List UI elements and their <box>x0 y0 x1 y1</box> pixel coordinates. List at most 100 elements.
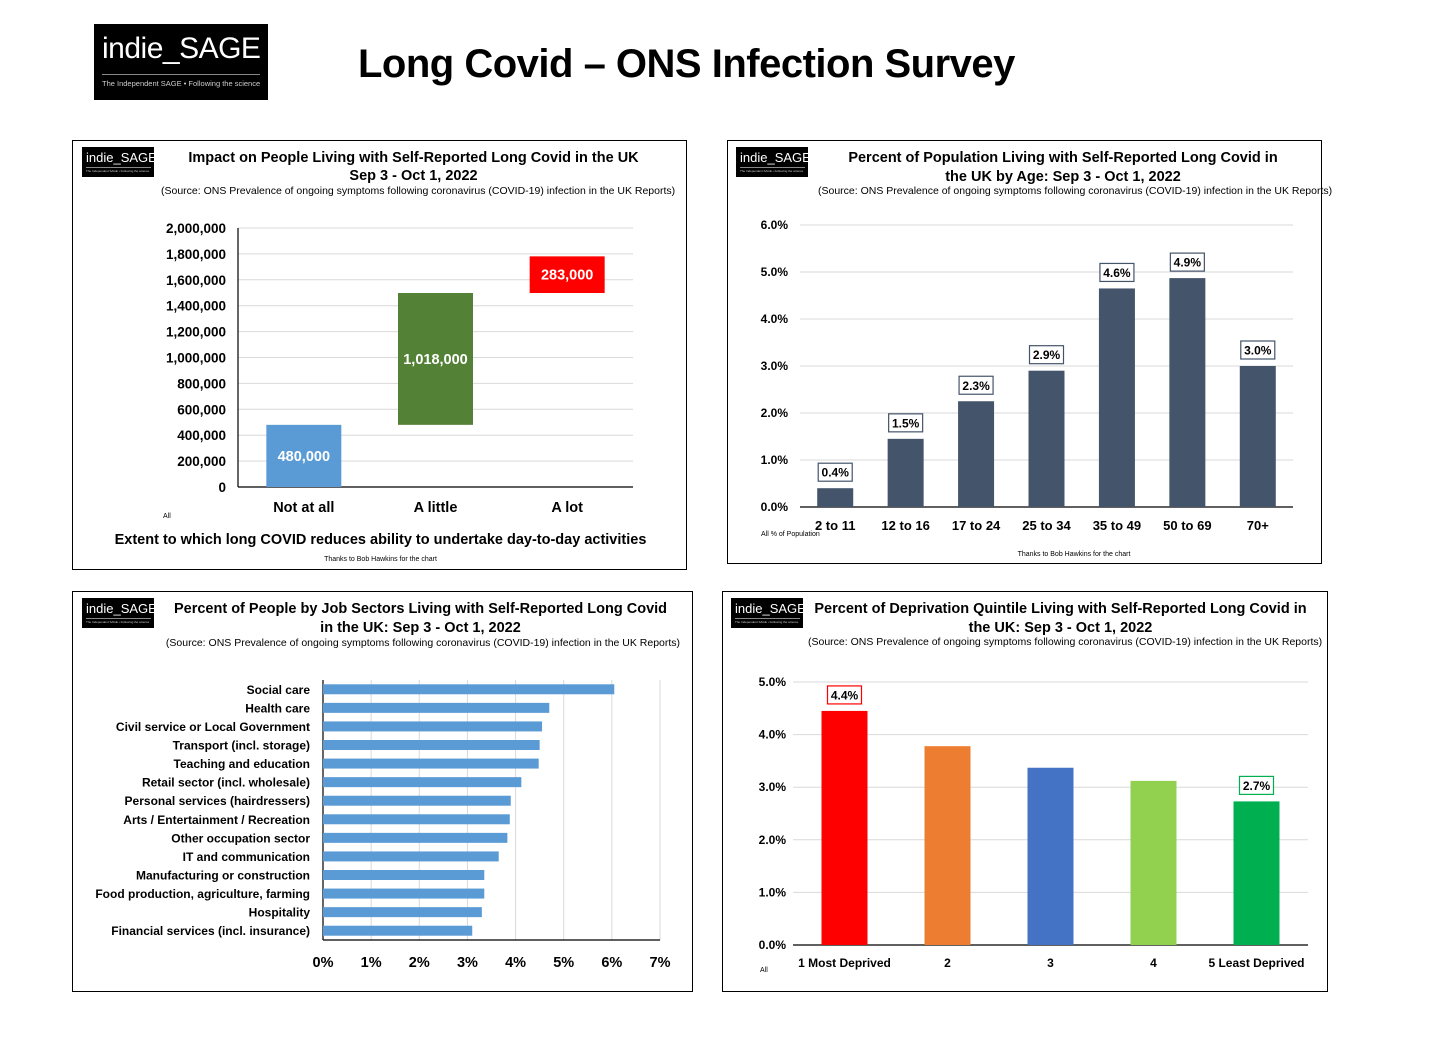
y-tick-label: 3.0% <box>761 359 789 373</box>
x-tick-label: 17 to 24 <box>952 518 1001 533</box>
logo-divider <box>86 167 151 168</box>
y-tick-label: 1,800,000 <box>166 247 226 262</box>
bar-it-and-communication <box>323 851 499 862</box>
x-tick-label: A little <box>414 500 458 516</box>
x-tick-label: 1% <box>361 955 382 971</box>
y-tick-label: 0.0% <box>759 938 787 952</box>
bar-transport-incl-storage- <box>323 740 540 750</box>
chart-source: (Source: ONS Prevalence of ongoing sympt… <box>808 636 1323 648</box>
data-label: 2.7% <box>1243 779 1271 793</box>
logo-text: indie_SAGE <box>102 32 261 65</box>
chart-source: (Source: ONS Prevalence of ongoing sympt… <box>165 637 681 649</box>
bar-age-12-to-16 <box>887 438 924 507</box>
bar-arts-entertainment-recreation <box>323 814 510 825</box>
category-label: Transport (incl. storage) <box>173 739 310 753</box>
category-label: Hospitality <box>249 906 311 920</box>
category-label: Health care <box>245 701 310 715</box>
bar-retail-sector-incl-wholesale- <box>323 777 522 788</box>
panel-logo: indie_SAGE The Independent SAGE • Follow… <box>82 598 157 628</box>
data-label: 4.6% <box>1103 266 1131 280</box>
y-tick-label: 200,000 <box>177 454 226 469</box>
x-tick-label: 4 <box>1150 956 1157 970</box>
bar-financial-services-incl-insurance- <box>323 925 473 936</box>
y-tick-label: 2.0% <box>759 833 787 847</box>
chart-source: (Source: ONS Prevalence of ongoing sympt… <box>818 185 1333 197</box>
category-label: Teaching and education <box>174 757 310 771</box>
chart-title: Percent of People by Job Sectors Living … <box>173 601 668 636</box>
bar-social-care <box>323 684 615 695</box>
category-label: Civil service or Local Government <box>116 720 310 734</box>
logo-tagline: The Independent SAGE • Following the sci… <box>86 169 150 173</box>
y-tick-label: 5.0% <box>759 675 787 689</box>
bar-health-care <box>323 702 550 713</box>
category-label: Retail sector (incl. wholesale) <box>142 776 310 790</box>
x-tick-label: 5 Least Deprived <box>1208 956 1304 970</box>
y-tick-label: 2.0% <box>761 406 789 420</box>
bar-food-production-agriculture-farming <box>323 888 485 899</box>
logo-text: indie_SAGE <box>735 601 806 616</box>
bar-civil-service-or-local-government <box>323 721 543 732</box>
chart-title: Percent of Population Living with Self-R… <box>848 150 1278 185</box>
data-label: 0.4% <box>822 466 850 480</box>
y-tick-label: 1,600,000 <box>166 273 226 288</box>
data-label-box <box>1028 345 1065 365</box>
chart-title: Percent of Deprivation Quintile Living w… <box>814 601 1307 636</box>
logo-tagline: The Independent SAGE • Following the sci… <box>102 79 261 88</box>
x-tick-label: 0% <box>313 955 334 971</box>
impact-chart-plot: 0 200,000 400,000 600,000 800,000 1,000,000 1,… <box>166 221 633 516</box>
y-tick-label: 6.0% <box>761 218 789 232</box>
data-label: 1,018,000 <box>403 352 468 368</box>
bar-age-17-to-24 <box>958 401 995 507</box>
y-tick-label: 5.0% <box>761 265 789 279</box>
x-tick-label: 35 to 49 <box>1093 518 1141 533</box>
x-tick-label: 70+ <box>1247 518 1269 533</box>
bar-quintile-4 <box>1130 780 1177 945</box>
chart-credit: Thanks to Bob Hawkins for the chart <box>324 556 437 563</box>
data-label: 2.3% <box>962 379 990 393</box>
x-tick-label: 2 <box>944 956 951 970</box>
bar-age-50-to-69 <box>1169 278 1206 507</box>
x-tick-label: 7% <box>650 955 671 971</box>
logo-text: indie_SAGE <box>86 150 157 165</box>
panel-logo: indie_SAGE The Independent SAGE • Follow… <box>731 598 806 628</box>
chart-title: Impact on People Living with Self-Report… <box>188 150 639 166</box>
category-label: Food production, agriculture, farming <box>95 887 310 901</box>
logo-divider <box>102 74 260 75</box>
data-label: 4.9% <box>1174 256 1202 270</box>
y-tick-label: 3.0% <box>759 780 787 794</box>
category-label: Financial services (incl. insurance) <box>111 924 310 938</box>
logo-text: indie_SAGE <box>86 601 157 616</box>
y-tick-label: 4.0% <box>759 728 787 742</box>
bar-quintile-5 <box>1233 801 1280 945</box>
y-tick-label: 800,000 <box>177 376 226 391</box>
y-tick-label: 0 <box>218 480 226 495</box>
category-label: Manufacturing or construction <box>136 869 310 883</box>
x-tick-label: 5% <box>553 955 574 971</box>
y-tick-label: 1,400,000 <box>166 299 226 314</box>
x-tick-label: 2 to 11 <box>815 518 855 533</box>
bar-manufacturing-or-construction <box>323 870 485 880</box>
age-chart-plot: 0.0% 1.0% 2.0% 3.0% 4.0% 5.0% 6.0% 0.4% 2 to 11 1… <box>761 218 1293 533</box>
corner-note: All <box>760 967 768 974</box>
data-label-box <box>1099 262 1135 283</box>
logo-divider <box>740 167 805 168</box>
y-tick-label: 400,000 <box>177 428 226 443</box>
x-tick-label: 1 Most Deprived <box>798 956 891 970</box>
bar-age-70plus <box>1239 366 1276 507</box>
logo-text: indie_SAGE <box>740 150 811 165</box>
bar-personal-services-hairdressers- <box>323 795 511 806</box>
data-label: 3.0% <box>1244 344 1272 358</box>
chart-subtitle: Sep 3 - Oct 1, 2022 <box>349 168 478 184</box>
y-tick-label: 1,000,000 <box>166 351 226 366</box>
x-tick-label: 2% <box>409 955 430 971</box>
category-label: Arts / Entertainment / Recreation <box>123 813 310 827</box>
data-label-box <box>1238 775 1275 796</box>
x-tick-label: A lot <box>551 500 583 516</box>
bar-age-2-to-11 <box>817 488 854 507</box>
x-tick-label: 50 to 69 <box>1163 518 1211 533</box>
bar-hospitality <box>323 907 482 918</box>
data-label-box <box>1240 340 1276 360</box>
bar-quintile-1 <box>821 710 868 945</box>
y-tick-label: 1.0% <box>761 453 789 467</box>
data-label: 2.9% <box>1033 348 1061 362</box>
